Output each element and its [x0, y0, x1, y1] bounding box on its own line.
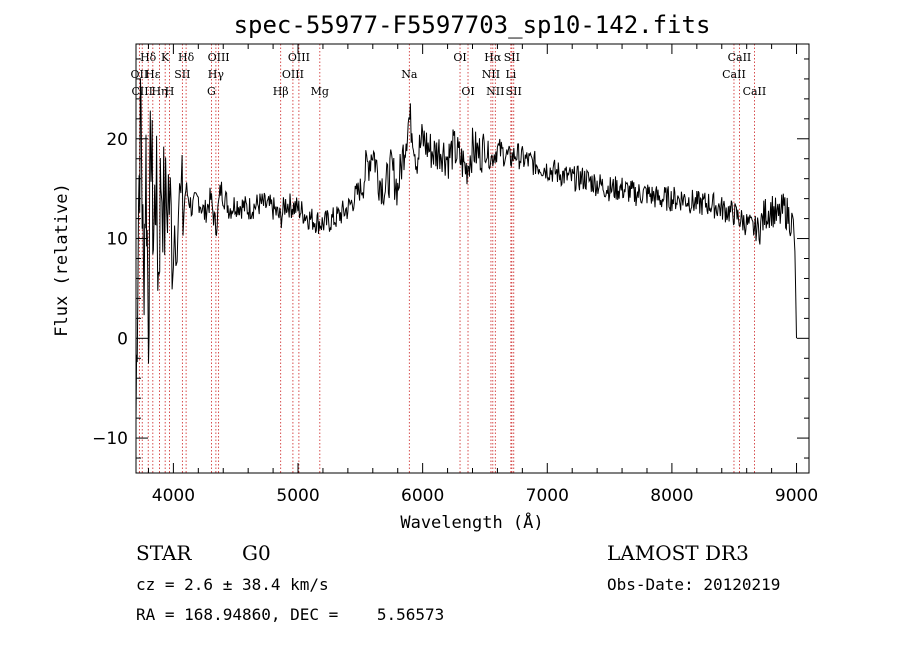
x-axis-ticks: 4000 5000 6000 7000 8000 9000 [147, 44, 818, 506]
spectral-line-label: OII [131, 68, 149, 81]
spectrum-line [135, 78, 797, 420]
spectral-line-label: SII [174, 68, 190, 81]
spectral-line-label: CaII [722, 68, 746, 81]
redshift-cz: cz = 2.6 ± 38.4 km/s [136, 575, 329, 594]
spectral-line-label: OIII [208, 51, 230, 64]
spectral-line-label: CaII [728, 51, 752, 64]
survey-name: LAMOST DR3 [607, 541, 749, 565]
spectral-line-label: Hε [145, 68, 161, 81]
x-tick-label: 9000 [775, 486, 818, 506]
y-tick-label: −10 [92, 429, 128, 449]
y-tick-label: 20 [106, 130, 128, 150]
spectral-line-label: K [161, 51, 170, 64]
x-tick-label: 6000 [401, 486, 444, 506]
chart-title: spec-55977-F5597703_sp10-142.fits [234, 11, 711, 39]
y-tick-label: 10 [106, 230, 128, 250]
spectral-line-label: OIII [282, 68, 304, 81]
x-tick-label: 4000 [152, 486, 195, 506]
spectral-line-label: OI [453, 51, 466, 64]
spectral-line-label: Na [401, 68, 418, 81]
spectral-line-label: Mg [311, 85, 329, 98]
y-axis-label: Flux (relative) [52, 183, 72, 337]
coordinates: RA = 168.94860, DEC = 5.56573 [136, 605, 444, 624]
spectral-line-label: SII [504, 51, 520, 64]
spectral-line-label: NII [482, 68, 500, 81]
spectral-line-label: Hβ [273, 85, 289, 98]
x-tick-label: 8000 [650, 486, 693, 506]
object-class: STAR [136, 541, 192, 565]
obs-date: Obs-Date: 20120219 [607, 575, 780, 594]
spectral-line-label: Hη [151, 85, 167, 98]
spectral-line-label: Li [505, 68, 516, 81]
spectral-line-label: CIII [132, 85, 153, 98]
spectral-line-label: H [165, 85, 175, 98]
object-subclass: G0 [242, 541, 271, 565]
spectral-line-markers [138, 44, 755, 473]
spectral-line-label: Hα [484, 51, 502, 64]
spectral-line-label: G [207, 85, 216, 98]
spectral-line-label: NII [486, 85, 504, 98]
spectral-line-label: SII [506, 85, 522, 98]
x-tick-label: 7000 [526, 486, 569, 506]
x-axis-label: Wavelength (Å) [400, 511, 543, 533]
spectral-line-label: CaII [743, 85, 767, 98]
y-axis-ticks: −10 0 10 20 [92, 58, 809, 459]
plot-frame [135, 43, 810, 474]
spectral-line-label: Hδ [140, 51, 157, 64]
spectral-line-label: OIII [288, 51, 310, 64]
spectral-line-label: OI [461, 85, 474, 98]
x-tick-label: 5000 [276, 486, 319, 506]
spectral-line-label: Hγ [208, 68, 225, 81]
y-tick-label: 0 [117, 329, 128, 349]
spectral-line-label: Hδ [178, 51, 195, 64]
